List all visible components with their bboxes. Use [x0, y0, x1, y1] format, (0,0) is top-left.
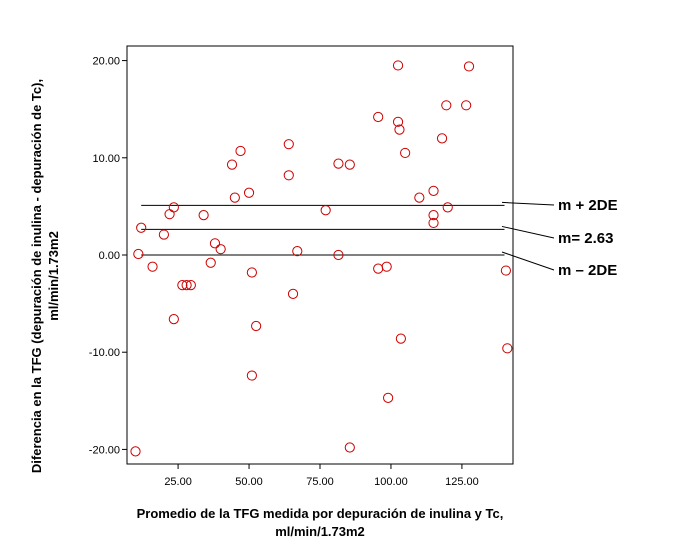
axis-ticks: 25.00 50.00 75.00 100.00 125.00 -20.00 -10.00 0…	[89, 56, 479, 488]
data-point	[414, 192, 425, 203]
data-point	[185, 280, 196, 291]
x-axis-title-line-1: Promedio de la TFG medida por depuración…	[137, 506, 504, 521]
data-point	[392, 116, 404, 127]
data-point	[235, 145, 246, 157]
data-point	[344, 442, 355, 453]
data-point	[246, 370, 257, 381]
data-point	[442, 202, 453, 213]
x-tick-label: 100.00	[374, 476, 408, 488]
data-point	[441, 100, 452, 111]
data-point	[215, 244, 226, 255]
reference-line-label: m + 2DE	[558, 197, 618, 214]
reference-label-leader	[501, 201, 555, 206]
data-point	[251, 320, 262, 332]
data-point	[500, 265, 512, 276]
x-tick-label: 50.00	[235, 476, 263, 488]
data-point	[177, 280, 188, 291]
data-point	[320, 205, 331, 216]
data-point	[198, 210, 209, 221]
data-point	[461, 100, 472, 111]
y-tick-label: 20.00	[92, 56, 120, 68]
x-tick-label: 25.00	[164, 476, 192, 488]
data-points	[130, 60, 513, 457]
data-point	[226, 159, 238, 170]
reference-line-label: m – 2DE	[558, 262, 617, 279]
data-point	[209, 238, 221, 249]
data-point	[181, 280, 192, 291]
data-point	[130, 446, 141, 457]
reference-lines: m + 2DE m= 2.63 m – 2DE	[141, 197, 618, 279]
data-point	[428, 210, 439, 221]
data-point	[400, 147, 411, 159]
data-point	[287, 288, 299, 299]
data-point	[246, 267, 257, 278]
x-axis-title-line-2: ml/min/1.73m2	[275, 524, 365, 538]
reference-line-label: m= 2.63	[558, 230, 613, 247]
data-point	[392, 60, 404, 71]
data-point	[292, 246, 303, 257]
data-point	[428, 185, 439, 196]
data-point	[344, 159, 355, 170]
data-point	[333, 158, 344, 169]
data-point	[394, 124, 405, 135]
data-point	[243, 187, 255, 198]
data-point	[136, 222, 147, 233]
data-point	[168, 314, 179, 325]
data-point	[436, 133, 448, 144]
y-axis-title: Diferencia en la TFG (depuración de inul…	[29, 79, 61, 473]
data-point	[229, 192, 240, 203]
data-point	[147, 261, 158, 272]
y-tick-label: -10.00	[89, 347, 120, 359]
data-point	[383, 392, 394, 403]
y-tick-label: 0.00	[99, 250, 120, 262]
data-point	[373, 111, 384, 123]
y-axis-title-line-1: Diferencia en la TFG (depuración de inul…	[29, 79, 44, 473]
data-point	[283, 170, 294, 181]
data-point	[205, 257, 216, 268]
data-point	[395, 333, 406, 344]
data-point	[463, 61, 475, 72]
x-tick-label: 125.00	[445, 476, 479, 488]
data-point	[158, 229, 169, 240]
y-axis-title-line-2: ml/min/1.73m2	[46, 231, 61, 321]
data-point	[333, 249, 344, 261]
data-point	[168, 202, 179, 213]
x-axis-title: Promedio de la TFG medida por depuración…	[137, 506, 504, 538]
y-tick-label: 10.00	[92, 153, 120, 165]
x-tick-label: 75.00	[306, 476, 334, 488]
data-point	[502, 343, 513, 354]
data-point	[133, 248, 144, 260]
reference-label-leader	[501, 225, 555, 239]
reference-label-leader	[501, 251, 555, 271]
y-tick-label: -20.00	[89, 444, 120, 456]
data-point	[428, 217, 439, 229]
data-point	[381, 261, 392, 272]
data-point	[283, 139, 294, 150]
